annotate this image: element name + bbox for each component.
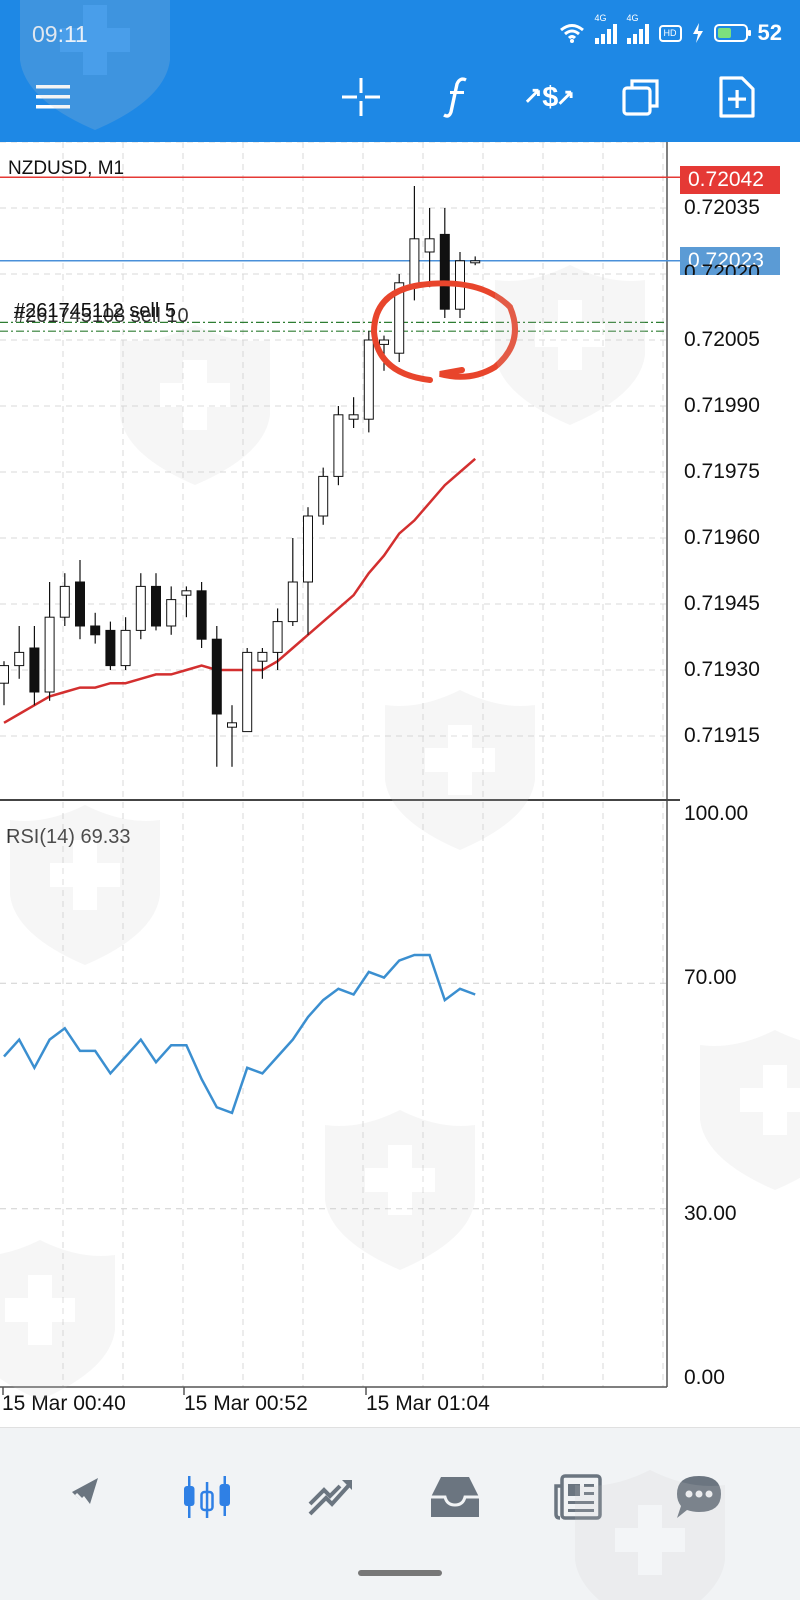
price-scale-label: 0.72020 xyxy=(684,261,760,275)
bear-candle xyxy=(151,585,161,627)
ask-price-tag: 0.72042 xyxy=(680,166,780,194)
windows-button[interactable] xyxy=(616,72,666,122)
bull-candle xyxy=(424,238,435,253)
bull-candle xyxy=(14,651,25,667)
price-chart[interactable] xyxy=(0,142,800,1427)
bull-candle xyxy=(409,238,420,288)
nav-news[interactable] xyxy=(550,1468,608,1526)
cell-signal-icon: 4G xyxy=(594,13,617,44)
trade-icon xyxy=(308,1480,352,1516)
charging-bolt-icon xyxy=(692,23,703,43)
moving-average-line xyxy=(3,457,477,724)
wifi-icon xyxy=(559,24,584,43)
price-scale-label: 0.71975 xyxy=(684,460,760,483)
rsi-indicator-label: RSI(14) 69.33 xyxy=(6,826,131,848)
bull-candle xyxy=(318,475,329,517)
bear-candle xyxy=(75,581,85,627)
price-scale-label: 0.71990 xyxy=(684,394,760,417)
trade-button[interactable]: $ xyxy=(524,72,574,122)
home-indicator[interactable] xyxy=(358,1570,442,1576)
hd-voice-badge: HD xyxy=(658,24,682,42)
rsi-line xyxy=(3,953,476,1115)
price-scale-label: 0.71930 xyxy=(684,658,760,681)
price-scale-label: 0.72005 xyxy=(684,328,760,351)
bull-candle xyxy=(166,599,177,627)
order-label[interactable]: #261745112 sell 5 xyxy=(14,300,176,322)
bull-candle xyxy=(379,339,389,345)
indicators-button[interactable] xyxy=(432,72,482,122)
bull-candle xyxy=(181,590,192,596)
history-icon xyxy=(431,1477,479,1517)
status-icons: 4G 4G HD 52 xyxy=(559,13,782,48)
bull-candle xyxy=(333,414,344,477)
bull-candle xyxy=(227,722,237,728)
nav-chat[interactable] xyxy=(670,1468,728,1526)
price-scale-label: 0.72035 xyxy=(684,196,760,219)
bull-candle xyxy=(348,414,359,420)
bull-candle xyxy=(242,651,253,733)
bear-candle xyxy=(211,638,222,715)
bear-candle xyxy=(105,629,116,667)
bull-candle xyxy=(44,616,55,693)
bull-candle xyxy=(287,581,298,623)
news-icon xyxy=(554,1474,602,1520)
bull-candle xyxy=(363,339,374,420)
time-axis-label: 15 Mar 00:40 xyxy=(2,1392,126,1415)
bull-candle xyxy=(59,585,70,618)
nav-history[interactable] xyxy=(426,1468,484,1526)
bear-candle xyxy=(439,233,450,310)
hamburger-icon xyxy=(36,85,70,109)
trade-icon: $ xyxy=(525,82,573,114)
rsi-level-label: 100.00 xyxy=(684,802,749,825)
bear-candle xyxy=(196,590,207,640)
time-axis-label: 15 Mar 01:04 xyxy=(366,1392,490,1415)
time-axis-label: 15 Mar 00:52 xyxy=(184,1392,308,1415)
price-scale-label: 0.71915 xyxy=(684,724,760,747)
cell-signal-icon: 4G xyxy=(626,13,649,44)
crosshair-button[interactable] xyxy=(336,72,386,122)
chat-icon xyxy=(677,1476,721,1518)
symbol-timeframe-label: NZDUSD, M1 xyxy=(8,158,125,179)
status-time: 09:11 xyxy=(32,21,88,47)
new-chart-button[interactable] xyxy=(712,72,762,122)
nav-quotes[interactable] xyxy=(54,1468,112,1526)
chart-icon xyxy=(184,1476,230,1518)
rsi-level-label: 70.00 xyxy=(684,966,737,989)
bull-candle xyxy=(257,651,268,662)
bull-candle xyxy=(394,282,405,354)
rsi-level-label: 30.00 xyxy=(684,1202,737,1225)
price-scale-label: 0.71945 xyxy=(684,592,760,615)
chart-window[interactable]: NZDUSD, M1 0.72042 0.72023 0.72035 0.720… xyxy=(0,142,800,1427)
function-icon xyxy=(443,77,467,118)
crosshair-icon xyxy=(342,78,380,116)
bull-candle xyxy=(470,260,481,264)
nav-trade[interactable] xyxy=(302,1468,360,1526)
bull-candle xyxy=(120,629,131,667)
bear-candle xyxy=(90,625,101,636)
bottom-navigation xyxy=(0,1427,800,1600)
order-label[interactable]: #261745108 sell 10 xyxy=(14,305,189,327)
nav-chart[interactable] xyxy=(178,1468,236,1526)
price-scale-label: 0.71960 xyxy=(684,526,760,549)
annotation-circle xyxy=(370,280,518,383)
battery-level: 52 xyxy=(757,20,782,45)
rsi-level-label: 0.00 xyxy=(684,1366,725,1389)
svg-text:$: $ xyxy=(542,82,558,114)
hamburger-menu-button[interactable] xyxy=(28,72,78,122)
top-app-bar: 09:11 4G 4G HD 52 $ xyxy=(0,0,800,142)
quotes-icon xyxy=(62,1478,98,1518)
bull-candle xyxy=(303,515,313,583)
bid-price-tag: 0.72023 xyxy=(680,247,780,275)
bull-candle xyxy=(0,665,9,684)
battery-icon xyxy=(713,24,751,42)
windows-icon xyxy=(622,79,659,116)
bear-candle xyxy=(29,647,40,693)
add-page-icon xyxy=(719,76,755,118)
bull-candle xyxy=(135,585,146,631)
bull-candle xyxy=(272,621,283,653)
